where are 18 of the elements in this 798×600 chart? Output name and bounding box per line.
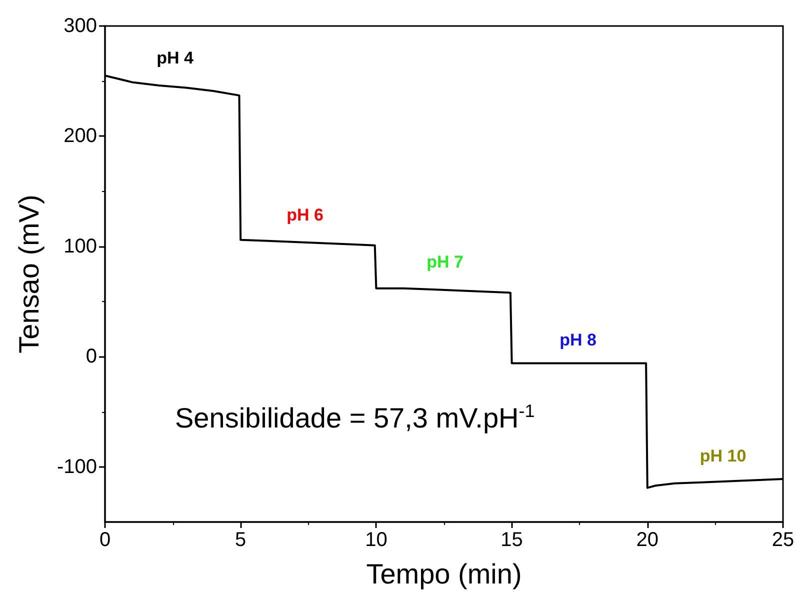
x-tick-label: 25 bbox=[772, 529, 794, 551]
annotation: pH 6 bbox=[286, 206, 324, 224]
x-tick-label: 5 bbox=[235, 529, 246, 551]
annotation: pH 8 bbox=[560, 330, 596, 350]
x-tick-label: 0 bbox=[99, 529, 111, 551]
y-tick-label: 300 bbox=[64, 15, 97, 37]
y-tick-label: 100 bbox=[64, 235, 97, 258]
y-tick-label: 200 bbox=[64, 125, 97, 148]
y-tick-label: -100 bbox=[56, 456, 97, 478]
x-tick-label: 15 bbox=[500, 529, 523, 551]
x-axis-title: Tempo (min) bbox=[366, 558, 522, 590]
y-tick-label: 0 bbox=[86, 346, 97, 368]
annotation: pH 7 bbox=[426, 252, 464, 272]
y-axis-title: Tensao (mV) bbox=[14, 194, 44, 354]
x-tick-label: 20 bbox=[636, 529, 659, 551]
x-tick-label: 10 bbox=[365, 529, 388, 551]
annotation: pH 10 bbox=[700, 446, 746, 466]
annotation: pH 4 bbox=[156, 48, 194, 68]
